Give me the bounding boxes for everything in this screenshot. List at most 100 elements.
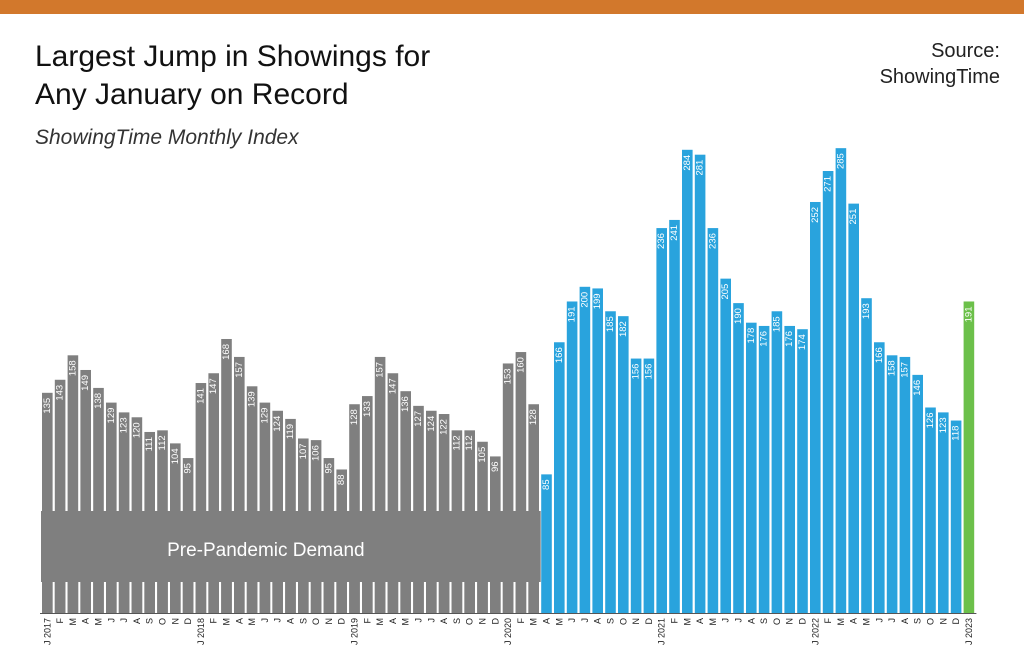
band-tick xyxy=(285,582,296,613)
bar xyxy=(771,311,783,613)
x-tick-label: A xyxy=(900,618,910,624)
bar-value-label: 176 xyxy=(784,331,795,347)
band-tick xyxy=(106,582,117,613)
bar-value-label: 128 xyxy=(349,409,360,425)
bar xyxy=(541,474,552,613)
x-tick-label: M xyxy=(68,618,78,626)
x-tick-label: J xyxy=(273,618,283,623)
band-tick xyxy=(221,582,232,613)
x-tick-label: A xyxy=(695,618,705,624)
bar-value-label: 96 xyxy=(490,461,501,472)
bar-value-label: 104 xyxy=(170,448,181,464)
x-tick-label: J 2020 xyxy=(503,618,513,645)
x-tick-label: M xyxy=(682,618,692,626)
bar-value-label: 185 xyxy=(605,316,616,332)
chart-subtitle: ShowingTime Monthly Index xyxy=(35,126,299,149)
bar-value-label: 112 xyxy=(451,435,462,450)
band-tick xyxy=(362,582,373,613)
bar-value-label: 191 xyxy=(567,306,578,322)
bar-value-label: 112 xyxy=(464,435,475,450)
x-tick-label: M xyxy=(375,618,385,626)
x-tick-label: J 2017 xyxy=(42,618,52,645)
x-tick-label: J 2018 xyxy=(196,618,206,645)
source-label: Source: ShowingTime xyxy=(880,38,1000,90)
chart-title: Largest Jump in Showings for Any January… xyxy=(35,38,635,114)
x-tick-label: M xyxy=(529,618,539,626)
band-tick xyxy=(374,582,386,613)
x-tick-label: A xyxy=(439,618,449,624)
x-tick-label: F xyxy=(823,618,833,624)
x-tick-label: J xyxy=(580,618,590,623)
band-tick xyxy=(182,582,194,613)
x-tick-label: A xyxy=(746,618,756,624)
x-tick-label: S xyxy=(759,618,769,624)
x-tick-label: J xyxy=(260,618,270,623)
x-tick-label: N xyxy=(170,618,180,625)
bar-value-label: 153 xyxy=(503,368,514,384)
bar-value-label: 123 xyxy=(938,417,949,433)
x-tick-label: O xyxy=(465,618,475,625)
band-tick xyxy=(336,582,347,613)
band-tick xyxy=(54,582,66,613)
x-tick-label: N xyxy=(478,618,488,625)
x-tick-label: O xyxy=(926,618,936,625)
bar-value-label: 281 xyxy=(695,160,706,176)
pre-pandemic-label: Pre-Pandemic Demand xyxy=(167,540,364,561)
source-line-2: ShowingTime xyxy=(879,66,1000,88)
bar xyxy=(106,402,117,613)
band-tick xyxy=(131,582,143,613)
bar xyxy=(195,383,207,613)
x-tick-label: D xyxy=(798,618,808,625)
bar-value-label: 200 xyxy=(579,292,590,308)
x-tick-label: J 2019 xyxy=(350,618,360,645)
bar xyxy=(758,325,770,613)
x-tick-label: J xyxy=(426,618,436,623)
bar-value-label: 124 xyxy=(426,416,437,432)
bar-value-label: 185 xyxy=(771,316,782,332)
bar-value-label: 118 xyxy=(951,426,962,441)
bar-value-label: 141 xyxy=(195,388,206,404)
bar-value-label: 146 xyxy=(912,380,923,396)
x-tick-label: F xyxy=(670,618,680,624)
x-tick-label: J xyxy=(414,618,424,623)
x-tick-label: M xyxy=(247,618,257,626)
band-tick xyxy=(42,582,53,613)
bar-value-label: 111 xyxy=(144,437,155,451)
bar xyxy=(746,322,757,613)
band-tick xyxy=(259,582,271,613)
band-ticks xyxy=(42,582,539,613)
x-tick-label: F xyxy=(55,618,65,624)
bar-value-label: 138 xyxy=(93,393,104,409)
band-tick xyxy=(477,582,488,613)
bar-value-label: 191 xyxy=(963,306,974,322)
x-tick-label: D xyxy=(490,618,500,625)
bar-value-label: 105 xyxy=(477,447,488,463)
bar xyxy=(682,149,693,613)
bar xyxy=(643,358,655,613)
title-line-2: Any January on Record xyxy=(35,78,349,111)
x-tick-label: S xyxy=(145,618,155,624)
bar-value-label: 128 xyxy=(528,409,539,425)
bar-value-label: 147 xyxy=(387,378,398,394)
x-tick-label: N xyxy=(785,618,795,625)
band-tick xyxy=(195,582,207,613)
x-tick-label: D xyxy=(951,618,961,625)
band-tick xyxy=(528,582,539,613)
bar-value-label: 174 xyxy=(797,334,808,350)
x-tick-label: N xyxy=(938,618,948,625)
x-tick-label: F xyxy=(362,618,372,624)
bar xyxy=(362,396,373,613)
bar xyxy=(963,301,975,613)
band-tick xyxy=(67,582,79,613)
x-tick-label: M xyxy=(708,618,718,626)
band-tick xyxy=(387,582,399,613)
bar-value-label: 123 xyxy=(119,417,130,433)
x-tick-label: A xyxy=(593,618,603,624)
bar-value-label: 112 xyxy=(157,435,168,450)
pre-pandemic-band xyxy=(41,511,541,582)
bar xyxy=(618,316,629,613)
x-tick-label: J xyxy=(721,618,731,623)
bar-value-label: 190 xyxy=(733,308,744,324)
